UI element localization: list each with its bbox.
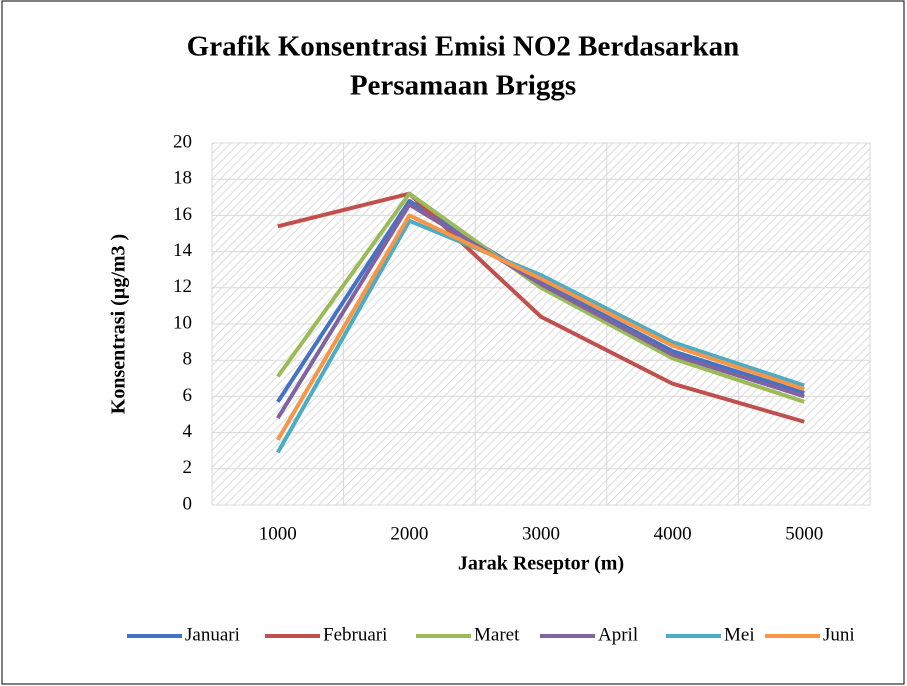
x-axis-title: Jarak Reseptor (m) — [458, 553, 624, 575]
y-tick-label: 14 — [173, 240, 193, 261]
y-tick-label: 0 — [183, 493, 193, 514]
series-line — [276, 218, 805, 454]
series-line — [277, 191, 805, 424]
series-line — [276, 191, 805, 404]
x-tick-label: 4000 — [654, 523, 692, 544]
chart-title: Persamaan Briggs — [350, 70, 576, 102]
legend-label: Juni — [823, 624, 855, 645]
y-tick-label: 2 — [183, 457, 193, 478]
x-tick-label: 1000 — [259, 523, 297, 544]
legend-label: Januari — [185, 624, 240, 645]
y-tick-label: 8 — [183, 349, 193, 370]
x-tick-label: 5000 — [785, 523, 823, 544]
y-tick-label: 16 — [173, 204, 192, 225]
y-tick-label: 18 — [173, 168, 192, 189]
y-tick-label: 12 — [173, 276, 192, 297]
series-line — [276, 213, 805, 441]
series-line — [276, 202, 805, 420]
y-axis-title: Konsentrasi (µg/m3 ) — [108, 234, 130, 414]
chart-title: Grafik Konsentrasi Emisi NO2 Berdasarkan — [187, 31, 740, 63]
x-tick-label: 3000 — [522, 523, 560, 544]
y-tick-label: 6 — [183, 385, 193, 406]
y-tick-label: 10 — [173, 312, 192, 333]
y-tick-label: 20 — [173, 131, 192, 152]
y-tick-label: 4 — [183, 421, 193, 442]
legend-label: Mei — [724, 624, 755, 645]
x-tick-label: 2000 — [390, 523, 428, 544]
legend-label: April — [598, 624, 638, 645]
legend-label: Maret — [474, 624, 520, 645]
legend-label: Februari — [323, 624, 387, 645]
